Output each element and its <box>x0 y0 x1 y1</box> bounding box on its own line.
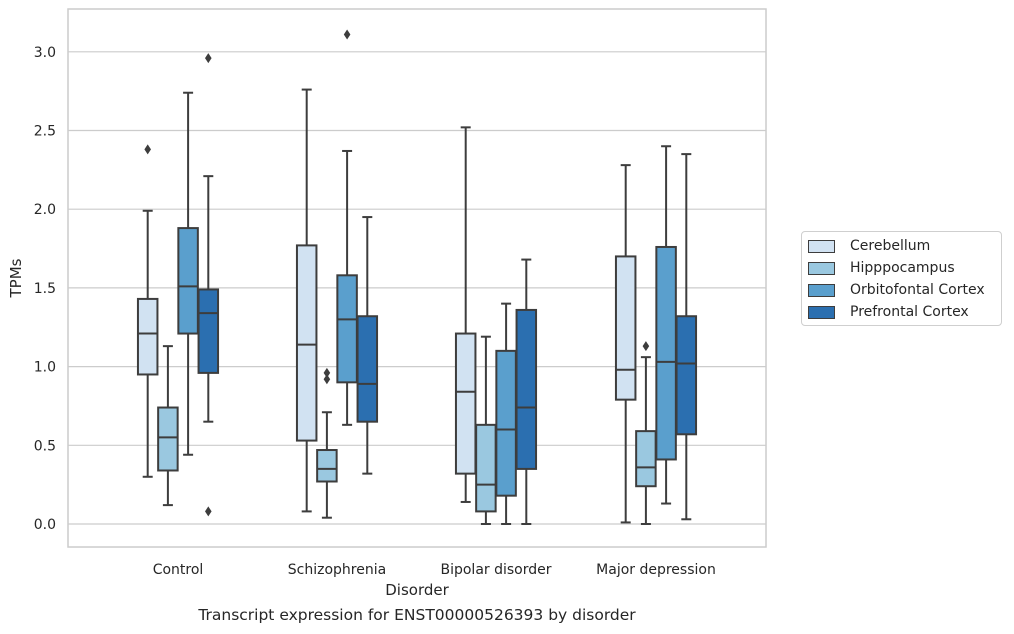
outlier-point <box>343 29 351 40</box>
legend-item-orbitofrontal-cortex: Orbitofontal Cortex <box>808 281 985 299</box>
outlier-point <box>205 53 212 64</box>
box <box>655 245 677 461</box>
box <box>475 423 497 513</box>
outlier-point <box>205 506 212 517</box>
y-tick-label: 3.0 <box>34 45 56 61</box>
box <box>136 297 159 376</box>
box <box>454 332 477 475</box>
box <box>495 349 517 497</box>
y-tick-label: 0.0 <box>34 517 56 533</box>
x-tick-label: Major depression <box>596 562 716 578</box>
outlier-point <box>144 144 151 155</box>
legend-label-orbitofrontal-cortex: Orbitofontal Cortex <box>850 282 985 298</box>
chart-caption: Transcript expression for ENST0000052639… <box>198 606 636 624</box>
x-tick-label: Schizophrenia <box>288 562 386 578</box>
legend-swatch-prefrontal-cortex <box>808 305 835 319</box>
legend-item-cerebellum: Cerebellum <box>808 237 930 255</box>
outlier-point <box>323 367 331 378</box>
box <box>177 227 199 335</box>
box <box>295 244 318 442</box>
legend-label-hippocampus: Hipppocampus <box>850 260 955 276</box>
y-tick-label: 1.0 <box>34 360 56 376</box>
legend: Cerebellum Hipppocampus Orbitofontal Cor… <box>801 231 1002 326</box>
outlier-point <box>642 341 650 352</box>
box <box>316 449 338 483</box>
box <box>614 255 637 401</box>
y-tick-label: 2.0 <box>34 202 56 218</box>
y-tick-label: 2.5 <box>34 124 56 140</box>
box <box>675 315 698 436</box>
y-tick-label: 0.5 <box>34 438 56 454</box>
legend-item-prefrontal-cortex: Prefrontal Cortex <box>808 303 969 321</box>
box <box>356 315 379 423</box>
y-tick-label: 1.5 <box>34 281 56 297</box>
legend-swatch-orbitofrontal-cortex <box>808 283 835 297</box>
outlier-point <box>323 374 331 385</box>
plot-frame <box>67 8 767 548</box>
box <box>157 406 179 472</box>
legend-item-hippocampus: Hipppocampus <box>808 259 955 277</box>
x-tick-label: Control <box>153 562 204 578</box>
box <box>197 288 220 374</box>
box <box>336 274 358 384</box>
box <box>515 308 538 470</box>
legend-swatch-cerebellum <box>808 239 835 253</box>
legend-label-prefrontal-cortex: Prefrontal Cortex <box>850 304 969 320</box>
y-axis-label: TPMs <box>7 258 25 298</box>
x-tick-label: Bipolar disorder <box>440 562 551 578</box>
legend-swatch-hippocampus <box>808 261 835 275</box>
legend-label-cerebellum: Cerebellum <box>850 238 931 254</box>
x-axis-label: Disorder <box>385 581 449 599</box>
box <box>635 430 657 488</box>
